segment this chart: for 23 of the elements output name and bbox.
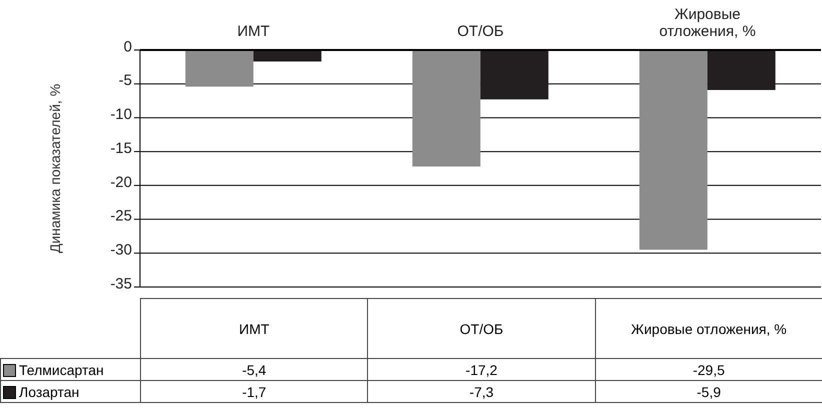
y-tick-label: -5 (118, 72, 132, 90)
y-axis-title: Динамика показателей, % (46, 84, 63, 254)
y-tick-label: -25 (110, 208, 132, 225)
x-tick-label: Жировые отложения, % (659, 6, 756, 40)
category-label: ОТ/ОБ (460, 320, 504, 336)
legend-label: Лозартан (0, 380, 140, 402)
y-tick-label: -15 (110, 140, 132, 157)
data-label: -17,2 (368, 358, 596, 380)
y-tick-label: -20 (110, 174, 132, 191)
data-label: -29,5 (595, 358, 822, 380)
y-tick-label: 0 (124, 38, 132, 56)
category-label: Жировые отложения, % (631, 320, 787, 336)
data-label: -7,3 (368, 380, 596, 402)
data-label: -5,9 (595, 380, 822, 402)
y-tick-label: -35 (110, 275, 132, 292)
data-label: -5,4 (140, 358, 368, 380)
x-tick-label: ОТ/ОБ (457, 23, 504, 40)
y-tick-label: -30 (110, 241, 132, 258)
legend-label: Телмисартан (0, 358, 140, 380)
y-tick-label: -10 (110, 106, 132, 124)
category-label: ИМТ (239, 320, 270, 336)
x-tick-label: ИМТ (237, 23, 270, 40)
data-label: -1,7 (140, 380, 368, 402)
